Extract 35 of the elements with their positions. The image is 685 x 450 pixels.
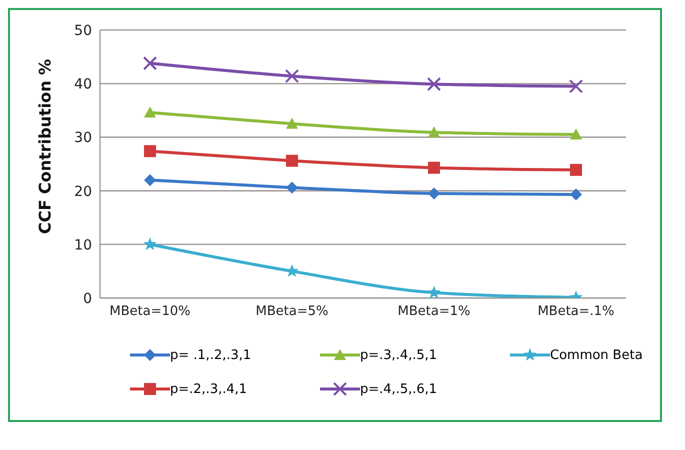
point	[286, 182, 298, 194]
point	[570, 128, 582, 140]
y-tick-label: 20	[74, 184, 92, 200]
point	[427, 286, 441, 298]
point	[570, 164, 582, 176]
y-tick-label: 50	[74, 22, 92, 39]
point	[286, 118, 298, 129]
point	[143, 237, 157, 250]
y-tick-label: 40	[74, 76, 92, 93]
x-tick-label: MBeta=10%	[110, 304, 190, 320]
point	[144, 174, 156, 186]
point	[144, 145, 156, 158]
y-tick-label: 30	[74, 130, 92, 146]
point	[428, 126, 440, 138]
y-tick-label: 0	[83, 290, 92, 307]
legend-label: p=.4,.5,.6,1	[360, 382, 438, 396]
point	[427, 77, 441, 92]
legend-label: p=.3,.4,.5,1	[360, 348, 438, 362]
point	[143, 56, 157, 70]
legend-label: p=.2,.3,.4,1	[170, 382, 248, 396]
x-tick-label: MBeta=5%	[256, 304, 328, 320]
point	[428, 162, 440, 174]
y-axis-title: CCF Contribution %	[36, 58, 55, 234]
point	[285, 69, 299, 84]
legend-label: Common Beta	[550, 348, 643, 362]
x-tick-label: MBeta=.1%	[538, 304, 614, 320]
legend-label: p= .1,.2,.3,1	[170, 348, 252, 362]
point	[569, 79, 583, 94]
point	[286, 154, 298, 167]
point	[428, 187, 440, 200]
point	[570, 188, 582, 201]
point	[285, 264, 299, 277]
y-tick-label: 10	[74, 237, 92, 254]
x-tick-label: MBeta=1%	[398, 304, 470, 320]
point	[144, 106, 156, 118]
